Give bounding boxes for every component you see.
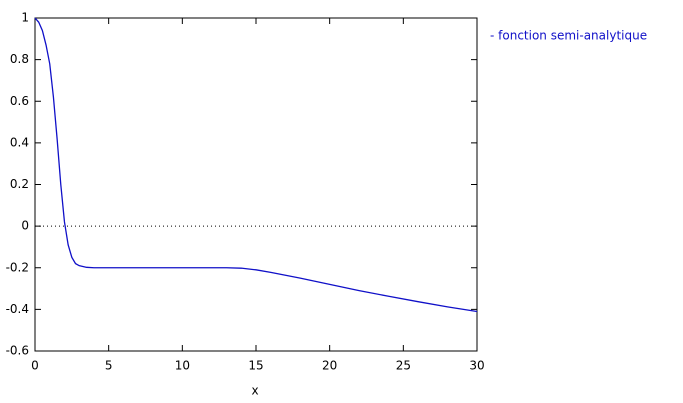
y-tick-label: 1: [21, 11, 29, 25]
y-tick-label: -0.4: [6, 302, 29, 316]
x-axis-label: x: [251, 384, 258, 398]
x-tick-label: 25: [396, 359, 411, 373]
x-tick-label: 30: [469, 359, 484, 373]
x-tick-label: 5: [105, 359, 113, 373]
y-tick-label: 0: [21, 219, 29, 233]
y-tick-label: 0.2: [10, 177, 29, 191]
y-tick-label: 0.8: [10, 52, 29, 66]
data-line: [34, 17, 478, 313]
x-tick-label: 15: [248, 359, 263, 373]
y-tick-label: -0.6: [6, 344, 29, 358]
y-tick-label: 0.6: [10, 94, 29, 108]
legend-label: - fonction semi-analytique: [490, 29, 647, 43]
x-tick-label: 0: [31, 359, 39, 373]
y-tick-label: -0.2: [6, 260, 29, 274]
plot-frame: [34, 17, 478, 352]
x-tick-label: 20: [322, 359, 337, 373]
y-tick-label: 0.4: [10, 135, 29, 149]
x-tick-label: 10: [175, 359, 190, 373]
